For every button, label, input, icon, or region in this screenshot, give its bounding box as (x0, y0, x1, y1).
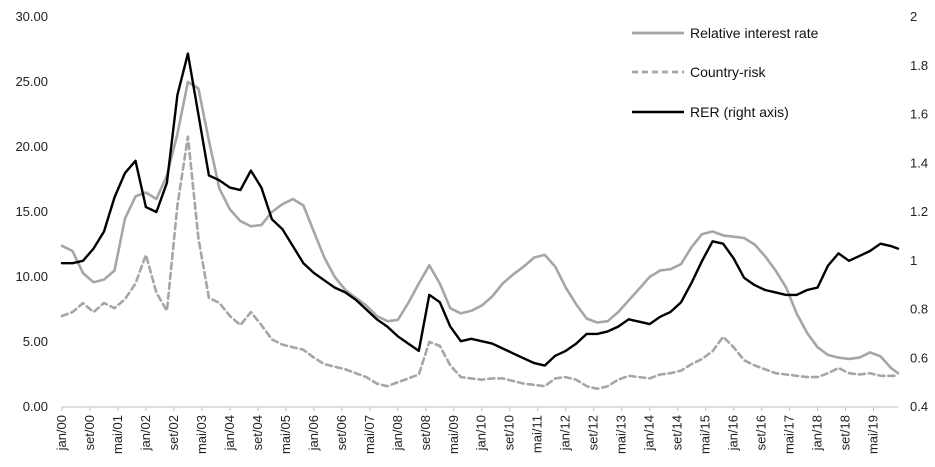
x-axis-tick-label: set/04 (250, 415, 265, 450)
x-axis-tick-label: mai/09 (446, 415, 461, 454)
series-layer (60, 52, 900, 391)
left-axis-tick-label: 25.00 (15, 74, 48, 89)
x-axis-tick-label: set/02 (166, 415, 181, 450)
x-axis-tick-label: jan/06 (306, 415, 321, 451)
left-axis-tick-label: 30.00 (15, 9, 48, 24)
x-axis-tick-label: jan/12 (558, 415, 573, 451)
x-axis-tick-label: mai/13 (614, 415, 629, 454)
x-axis-tick-label: jan/10 (474, 415, 489, 451)
right-axis-tick-label: 1.6 (910, 107, 928, 122)
x-axis-tick-label: set/16 (754, 415, 769, 450)
x-axis-tick-label: set/10 (502, 415, 517, 450)
x-axis-tick-label: jan/08 (390, 415, 405, 451)
right-axis-tick-label: 1.8 (910, 58, 928, 73)
series-line-relative-interest-rate (60, 80, 900, 375)
x-axis-tick-label: jan/04 (222, 415, 237, 451)
right-axis-tick-label: 1.2 (910, 204, 928, 219)
axes: 0.00 5.00 10.00 15.00 20.00 25.00 30.00 0.4 0.6 0… (15, 9, 928, 454)
x-axis-tick-label: mai/05 (278, 415, 293, 454)
right-axis-tick-label: 0.4 (910, 399, 928, 414)
legend-label-country-risk: Country-risk (690, 64, 766, 80)
x-axis-tick-label: set/00 (82, 415, 97, 450)
x-axis-tick-label: set/06 (334, 415, 349, 450)
x-axis-tick-label: mai/01 (110, 415, 125, 454)
x-axis-tick-label: mai/03 (194, 415, 209, 454)
x-axis-tick-label: set/08 (418, 415, 433, 450)
right-axis-tick-label: 2 (910, 9, 917, 24)
right-axis-tick-label: 0.8 (910, 302, 928, 317)
x-axis-tick-label: mai/19 (866, 415, 881, 454)
x-axis-tick-label: set/18 (838, 415, 853, 450)
left-axis-tick-label: 0.00 (23, 399, 48, 414)
x-axis-tick-label: set/12 (586, 415, 601, 450)
left-axis-tick-label: 10.00 (15, 269, 48, 284)
right-axis-tick-label: 1 (910, 253, 917, 268)
x-axis-tick-label: mai/15 (698, 415, 713, 454)
series-line-country-risk (60, 135, 900, 391)
series-line-rer-right-axis (60, 52, 900, 367)
x-axis-tick-label: jan/18 (810, 415, 825, 451)
right-axis-tick-label: 1.4 (910, 155, 928, 170)
x-axis-tick-label: mai/07 (362, 415, 377, 454)
x-axis-tick-label: mai/11 (530, 415, 545, 453)
x-axis-tick-label: mai/17 (782, 415, 797, 454)
x-axis-tick-label: set/14 (670, 415, 685, 450)
left-axis-tick-label: 15.00 (15, 204, 48, 219)
right-axis-tick-label: 0.6 (910, 350, 928, 365)
x-axis-tick-label: jan/02 (138, 415, 153, 451)
left-axis-tick-label: 20.00 (15, 139, 48, 154)
legend: Relative interest rate Country-risk RER (r… (632, 25, 819, 120)
left-axis-tick-label: 5.00 (23, 334, 48, 349)
legend-label-relative-interest-rate: Relative interest rate (690, 25, 819, 41)
x-axis-tick-label: jan/16 (726, 415, 741, 451)
x-axis-tick-label: jan/14 (642, 415, 657, 451)
x-axis-tick-label: jan/00 (54, 415, 69, 451)
legend-label-rer-right-axis: RER (right axis) (690, 104, 789, 120)
